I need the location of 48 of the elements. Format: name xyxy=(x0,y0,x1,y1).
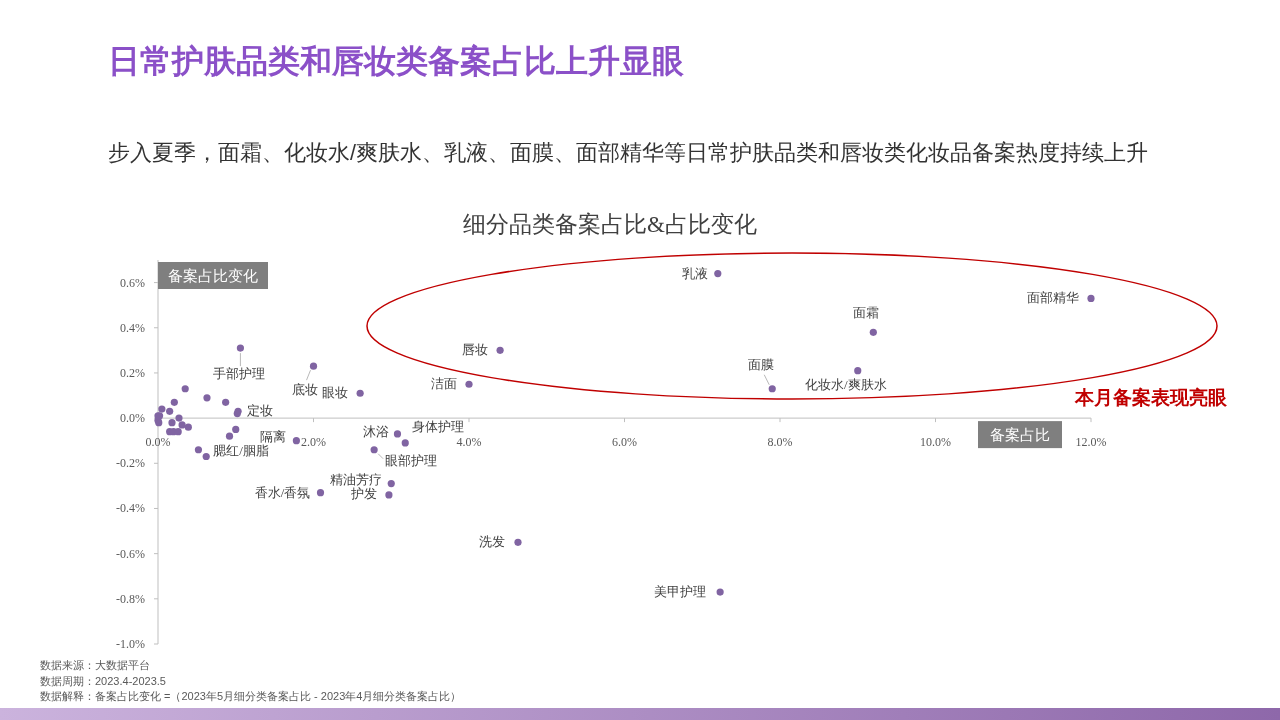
x-tick-label: 2.0% xyxy=(301,435,326,450)
source-note: 数据来源：大数据平台 xyxy=(40,659,150,671)
y-tick-label: 0.6% xyxy=(120,275,145,290)
series-label: 面部精华 xyxy=(1027,290,1079,306)
y-tick-label: 0.2% xyxy=(120,365,145,380)
text: 数据周期：2023.4-2023.5 xyxy=(40,675,166,687)
series-label: 洗发 xyxy=(478,534,505,550)
series-label: 眼部护理 xyxy=(385,452,438,468)
ylabel: 备案占比变化 xyxy=(158,262,268,289)
text: 数据解释：备案占比变化 =（2023年5月细分类备案占比 - 2023年4月细分类备案占比） xyxy=(40,690,462,702)
x-tick-label: 6.0% xyxy=(612,435,637,450)
y-tick-label: -1.0% xyxy=(116,637,145,651)
series-label: 手部护理 xyxy=(213,366,266,382)
series-label: 精油芳疗 xyxy=(330,471,383,487)
series-label: 面霜 xyxy=(853,305,880,321)
y-tick-label: -0.6% xyxy=(116,546,145,561)
y-tick-label: -0.8% xyxy=(116,591,145,606)
x-tick-label: 0.0% xyxy=(145,435,171,450)
series-label: 洁面 xyxy=(431,376,457,392)
x-tick-label: 12.0% xyxy=(1075,435,1107,450)
y-axis-title: 备案占比变化 xyxy=(168,267,258,284)
series-label: 护发 xyxy=(349,485,377,501)
xlabel: 备案占比 xyxy=(978,421,1062,449)
series-label: 美甲护理 xyxy=(654,584,707,600)
x-tick-label: 10.0% xyxy=(920,435,951,450)
series-label: 眼妆 xyxy=(322,385,349,401)
series-label: 沐浴 xyxy=(363,423,390,439)
text: 细分品类备案占比&占比变化 xyxy=(463,212,757,237)
annotation: 本月备案表现亮眼 xyxy=(1074,387,1228,408)
x-tick-label: 8.0% xyxy=(767,435,793,450)
series-label: 香水/香氛 xyxy=(254,484,311,500)
x-tick-label: 4.0% xyxy=(456,435,482,450)
series-label: 定妆 xyxy=(247,403,274,419)
series-label: 唇妆 xyxy=(462,342,489,358)
y-tick-label: 0.4% xyxy=(120,320,145,335)
series-label: 腮红/胭脂 xyxy=(213,442,269,458)
y-tick-label: -0.2% xyxy=(116,456,145,471)
x-axis-title: 备案占比 xyxy=(990,426,1050,444)
series-label: 隔离 xyxy=(260,428,287,444)
series-label: 化妆水/爽肤水 xyxy=(804,376,887,392)
chart-subtitle: 步入夏季，面霜、化妆水/爽肤水、乳液、面膜、面部精华等日常护肤品类和唇妆类化妆品备案热度持续上升 xyxy=(108,141,1148,165)
chart-title: 日常护肤品类和唇妆类备案占比上升显眼 xyxy=(108,43,684,79)
y-tick-label: 0.0% xyxy=(120,411,145,426)
series-label: 面膜 xyxy=(748,356,775,372)
series-label: 乳液 xyxy=(681,265,708,281)
y-tick-label: -0.4% xyxy=(116,501,145,516)
series-label: 底妆 xyxy=(291,382,318,398)
series-label: 身体护理 xyxy=(412,418,465,434)
